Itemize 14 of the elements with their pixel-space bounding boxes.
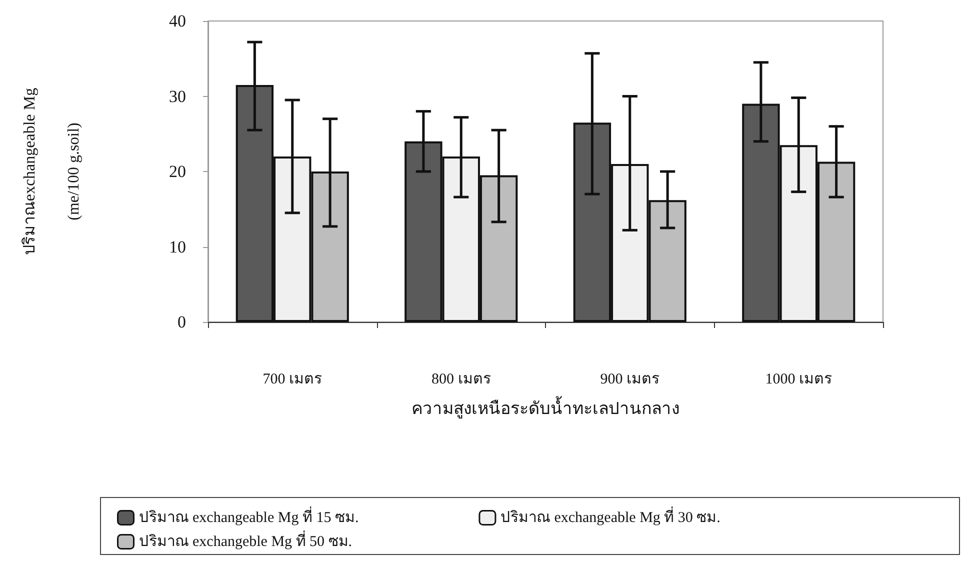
legend-label: ปริมาณ exchangeble Mg ที่ 50 ซม. — [138, 530, 352, 550]
y-tick-label: 10 — [169, 237, 186, 256]
x-tick-label: 800 เมตร — [432, 372, 491, 388]
x-tick-label: 900 เมตร — [600, 372, 660, 388]
text: ปริมาณexchangeable Mg (me/100 g.soil) — [22, 88, 82, 256]
x-tick-label: 1000 เมตร — [765, 372, 832, 388]
y-tick-label: 30 — [169, 86, 186, 106]
y-tick-label: 0 — [178, 312, 186, 332]
legend-label: ปริมาณ exchangeable Mg ที่ 15 ซม. — [138, 506, 359, 526]
y-tick-label: 20 — [169, 162, 186, 181]
legend-label: ปริมาณ exchangeable Mg ที่ 30 ซม. — [500, 506, 720, 526]
x-axis-title: ความสูงเหนือระดับน้ำทะเลปานกลาง — [412, 396, 680, 419]
x-tick-label: 700 เมตร — [262, 372, 322, 388]
y-tick-label: 40 — [169, 12, 186, 30]
